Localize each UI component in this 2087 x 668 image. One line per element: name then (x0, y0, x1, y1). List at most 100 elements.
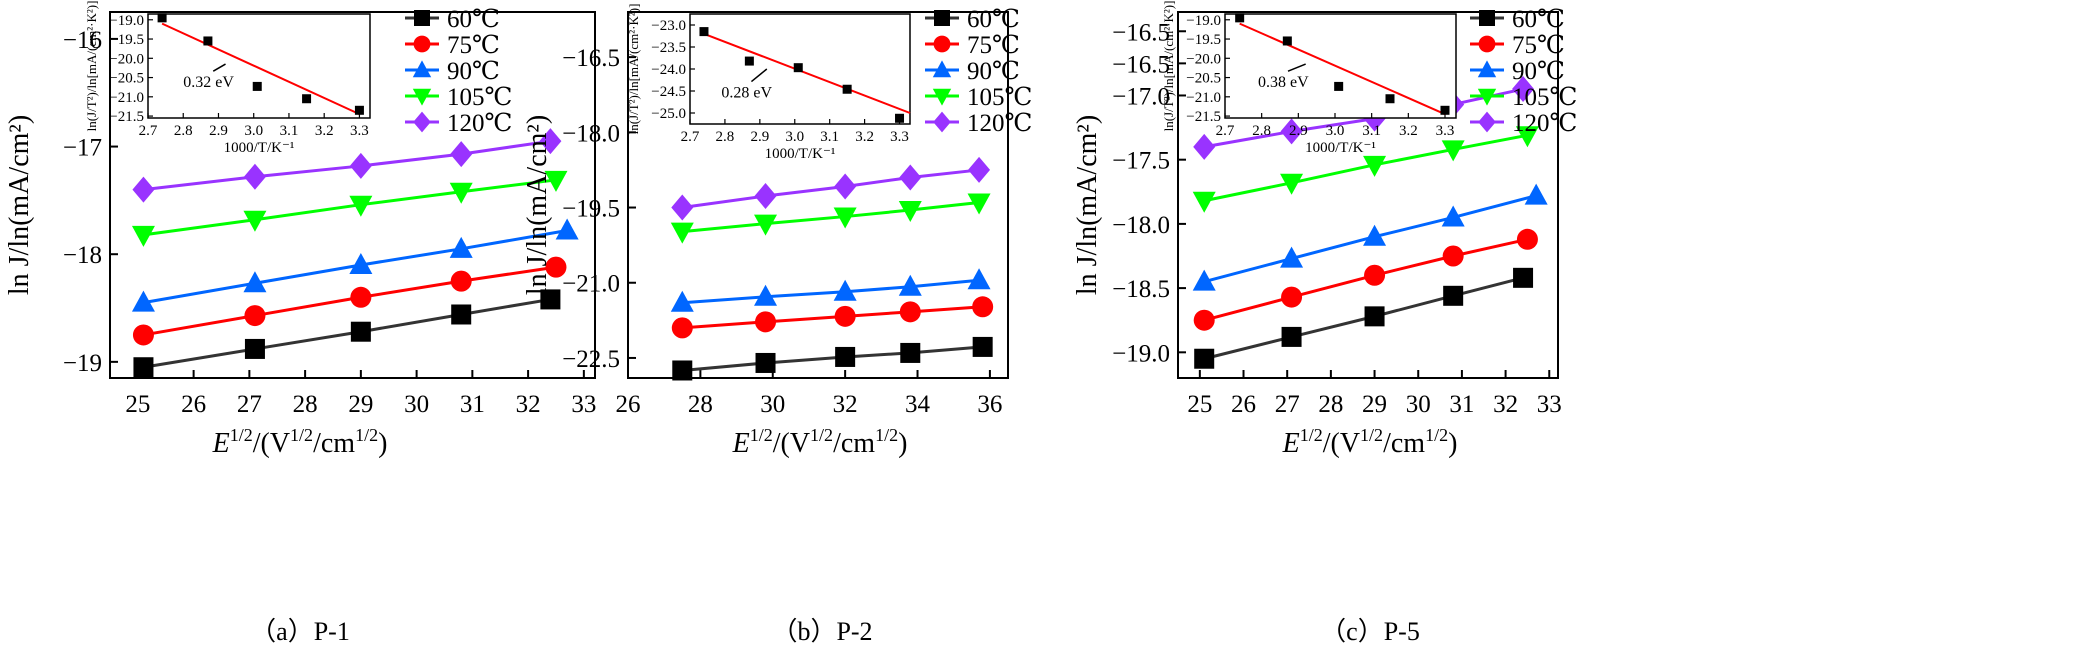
data-point (1524, 183, 1548, 205)
legend-marker (412, 60, 432, 78)
data-point (1363, 224, 1387, 246)
inset-x-label: 1000/T/K⁻¹ (765, 146, 836, 162)
data-point (450, 141, 473, 168)
inset-point (354, 105, 364, 115)
data-point (898, 274, 922, 296)
inset-y-label: ln(J/T²)/ln[mA/(cm²·K²)] (626, 4, 641, 135)
series-line-1 (682, 305, 983, 330)
legend-label: 90℃ (447, 58, 500, 85)
data-point (835, 346, 856, 367)
x-tick-label: 31 (460, 391, 485, 418)
panel-caption: （b）P-2 (771, 617, 872, 646)
inset-x-tick-label: 3.1 (1362, 123, 1381, 139)
x-tick-label: 26 (181, 391, 206, 418)
inset-chart: 2.7 2.8 2.9 3.0 3.1 3.2 3.3 −19.0 −19.5 −20.0 −20.… (84, 1, 371, 156)
data-point (1280, 173, 1304, 195)
legend-marker (1477, 60, 1497, 78)
inset-fit-line (1239, 22, 1446, 116)
inset-point (302, 94, 312, 104)
legend-marker (933, 111, 951, 133)
y-axis-label: ln J/ln(mA/cm²) (522, 115, 553, 295)
x-tick-label: 31 (1449, 391, 1474, 418)
data-point (1194, 348, 1215, 369)
inset-y-tick-label: −19.0 (1186, 13, 1221, 29)
data-point (1363, 155, 1387, 177)
legend-marker (414, 10, 430, 26)
x-axis-label-part: E (212, 428, 230, 459)
legend-label: 75℃ (967, 32, 1020, 59)
x-axis-label-part: /cm (313, 428, 355, 459)
inset-x-tick-label: 3.0 (244, 123, 263, 139)
data-point (972, 336, 993, 357)
inset-point (793, 63, 803, 73)
x-axis-label-part: ) (898, 428, 907, 459)
legend-marker (413, 35, 431, 53)
y-tick-label: −17.5 (1112, 148, 1170, 175)
series-line-3 (143, 178, 557, 237)
data-point (349, 252, 373, 274)
legend-label: 60℃ (1512, 6, 1565, 33)
inset-x-tick-label: 2.7 (681, 129, 700, 145)
data-point (671, 317, 693, 339)
data-point (1364, 264, 1386, 286)
x-tick-label: 30 (1406, 391, 1431, 418)
data-point (1512, 76, 1535, 103)
inset-y-label: ln(J/T²)/ln[mA/(cm²·K²)] (1161, 1, 1176, 132)
inset-x-tick-label: 3.2 (855, 129, 874, 145)
data-point (540, 289, 561, 310)
panel-caption: （c）P-5 (1320, 617, 1420, 646)
inset-x-tick-label: 3.0 (785, 129, 804, 145)
inset-point (1385, 94, 1395, 104)
panel-1: 25 26 27 28 29 30 31 32 33−16−17−18−19E1/2/(V1/2… (4, 1, 596, 646)
x-axis-label-part: 1/2 (1425, 425, 1448, 445)
data-point (1516, 228, 1538, 250)
inset-x-tick-label: 3.2 (1399, 123, 1418, 139)
y-tick-label: −17 (63, 135, 102, 162)
data-point (1441, 205, 1465, 227)
legend-marker (413, 111, 431, 133)
x-tick-label: 32 (1493, 391, 1518, 418)
inset-y-tick-label: −20.0 (109, 51, 144, 67)
y-tick-label: −16.5 (562, 45, 620, 72)
x-tick-label: 26 (616, 391, 641, 418)
data-point (899, 164, 922, 191)
legend-marker (932, 88, 952, 106)
data-point (1192, 269, 1216, 291)
inset-point (203, 36, 213, 46)
data-point (833, 279, 857, 301)
inset-y-tick-label: −19.5 (109, 32, 144, 48)
inset-y-tick-label: −20.0 (1186, 51, 1221, 67)
data-point (1441, 140, 1465, 162)
x-tick-label: 25 (1187, 391, 1212, 418)
x-axis-label-part: /(V (773, 428, 810, 459)
legend-marker (1477, 88, 1497, 106)
y-tick-label: −19.5 (562, 196, 620, 223)
y-tick-label: −19 (63, 350, 102, 377)
inset-x-tick-label: 3.0 (1326, 123, 1345, 139)
inset-annotation-arrow (1287, 63, 1306, 72)
x-axis-label-part: E (732, 428, 750, 459)
x-axis-label-part: 1/2 (810, 425, 833, 445)
data-point (243, 271, 267, 293)
x-tick-label: 30 (760, 391, 785, 418)
inset-point (699, 27, 709, 37)
inset-fit-line (703, 32, 911, 114)
data-point (1281, 286, 1303, 308)
inset-x-tick-label: 3.1 (820, 129, 839, 145)
x-tick-label: 32 (516, 391, 541, 418)
inset-x-tick-label: 3.3 (890, 129, 909, 145)
data-point (1280, 118, 1303, 145)
data-point (539, 128, 562, 155)
data-point (1193, 309, 1215, 331)
y-tick-label: −19.0 (1112, 340, 1170, 367)
y-tick-label: −18.5 (1112, 276, 1170, 303)
data-point (244, 338, 265, 359)
inset-point (157, 13, 167, 23)
data-point (544, 170, 568, 192)
data-point (900, 342, 921, 363)
data-point (754, 284, 778, 306)
inset-point (1334, 81, 1344, 91)
inset-x-tick-label: 2.9 (209, 123, 228, 139)
inset-x-tick-label: 2.9 (750, 129, 769, 145)
x-axis-label-part: 1/2 (230, 425, 253, 445)
